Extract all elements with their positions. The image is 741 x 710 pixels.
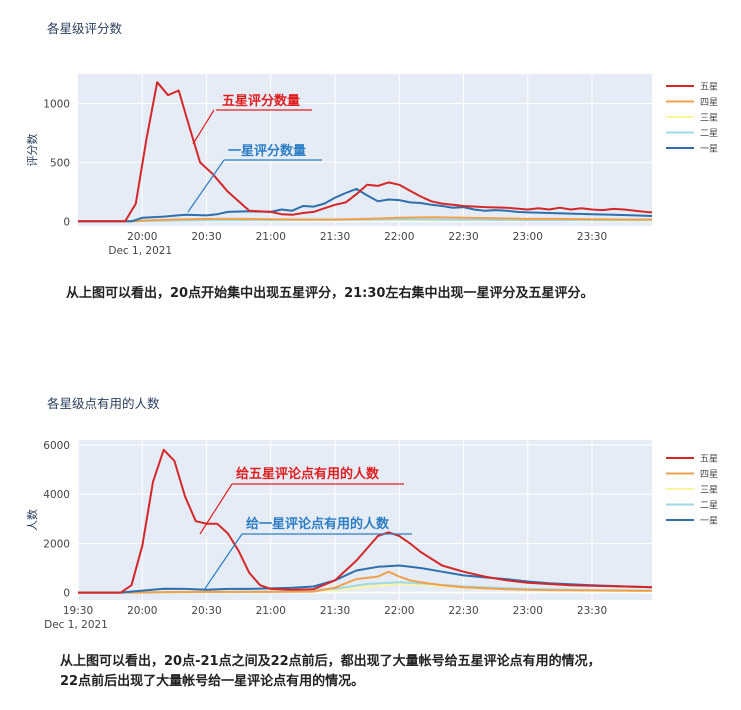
- legend-label[interactable]: 五星: [700, 454, 718, 465]
- annotation-text: 一星评分数量: [228, 143, 306, 159]
- x-tick-label: 20:00: [127, 231, 157, 243]
- x-tick-label: 23:30: [577, 605, 607, 617]
- y-tick-label: 6000: [43, 440, 70, 452]
- y-tick-label: 0: [63, 588, 70, 600]
- annotation-pointer: [203, 533, 243, 591]
- x-tick-sublabel: Dec 1, 2021: [44, 619, 108, 631]
- series-line-2: [78, 570, 653, 594]
- x-tick-label: 21:30: [320, 605, 350, 617]
- series-line-1: [78, 448, 653, 594]
- annotation-text: 五星评分数量: [222, 93, 300, 109]
- chart2-title: 各星级点有用的人数: [47, 396, 160, 411]
- y-axis-label: 人数: [26, 509, 39, 531]
- x-tick-label: 21:00: [256, 605, 286, 617]
- x-tick-label: 22:00: [384, 231, 414, 243]
- x-tick-label: 22:30: [448, 231, 478, 243]
- annotation-text: 给五星评论点有用的人数: [236, 466, 380, 482]
- y-tick-label: 0: [63, 216, 70, 228]
- legend-label[interactable]: 二星: [700, 128, 718, 139]
- chart2-note-line1: 从上图可以看出，20点-21点之间及22点前后，都出现了大量帐号给五星评论点有用…: [60, 654, 601, 669]
- series-line-5: [78, 187, 653, 223]
- annotation-pointer: [187, 159, 225, 213]
- chart1-note: 从上图可以看出，20点开始集中出现五星评分，21:30左右集中出现一星评分及五星…: [66, 286, 594, 301]
- y-tick-label: 2000: [43, 538, 70, 550]
- series-line-1: [78, 81, 653, 223]
- x-tick-label: 21:30: [320, 231, 350, 243]
- legend-label[interactable]: 三星: [700, 485, 718, 496]
- annotation-text: 给一星评论点有用的人数: [246, 516, 390, 532]
- legend-label[interactable]: 一星: [700, 516, 718, 527]
- chart1-title: 各星级评分数: [47, 21, 123, 36]
- chart2-svg: 19:30 Dec 1, 2021 20:00 20:30 21:00 21:30 22:0…: [26, 440, 718, 631]
- y-tick-label: 500: [50, 157, 70, 169]
- x-tick-label: 23:00: [513, 605, 543, 617]
- chart2-note-line2: 22点前后出现了大量帐号给一星评论点有用的情况。: [60, 674, 365, 689]
- series-line-2: [78, 216, 652, 223]
- y-tick-label: 1000: [43, 98, 70, 110]
- x-tick-label: 23:00: [513, 231, 543, 243]
- x-tick-label: 20:00: [127, 605, 157, 617]
- legend-label[interactable]: 二星: [700, 500, 718, 511]
- x-tick-sublabel: Dec 1, 2021: [108, 245, 172, 257]
- legend-label[interactable]: 三星: [700, 113, 718, 124]
- legend-label[interactable]: 一星: [700, 144, 718, 155]
- x-tick-label: 20:30: [191, 231, 221, 243]
- y-tick-label: 4000: [43, 489, 70, 501]
- x-tick-label: 23:30: [577, 231, 607, 243]
- legend-label[interactable]: 四星: [700, 97, 718, 108]
- annotation-pointer: [192, 109, 215, 145]
- x-tick-label: 22:00: [384, 605, 414, 617]
- plot-area: [78, 440, 652, 600]
- x-tick-label: 20:30: [191, 605, 221, 617]
- x-tick-label: 21:00: [256, 231, 286, 243]
- x-tick-label: 19:30: [63, 605, 93, 617]
- legend-label[interactable]: 五星: [700, 82, 718, 93]
- chart1-svg: 20:00 Dec 1, 2021 20:30 21:00 21:30 22:00 22:3…: [26, 74, 718, 257]
- y-axis-label: 评分数: [26, 134, 39, 167]
- annotation-pointer: [199, 483, 233, 535]
- legend-label[interactable]: 四星: [700, 469, 718, 480]
- plot-area: [78, 74, 652, 226]
- x-tick-label: 22:30: [448, 605, 478, 617]
